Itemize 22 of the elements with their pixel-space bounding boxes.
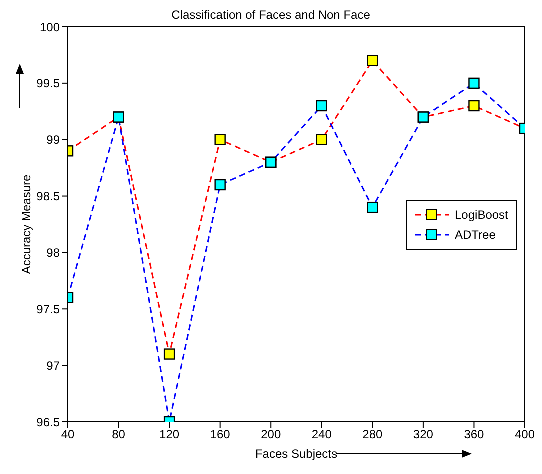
- y-tick-label: 99.5: [36, 76, 60, 91]
- x-tick-label: 80: [112, 428, 126, 442]
- x-tick-label: 240: [312, 428, 332, 442]
- x-tick-label: 40: [61, 428, 75, 442]
- y-tick-label: 98.5: [36, 190, 60, 204]
- x-axis-title: Faces Subjects: [255, 447, 338, 461]
- y-tick-label: 97: [46, 358, 60, 373]
- y-tick-label: 97.5: [36, 302, 60, 316]
- chart-title: Classification of Faces and Non Face: [170, 8, 372, 22]
- y-tick-label: 100: [40, 20, 60, 34]
- x-tick-label: 360: [464, 428, 485, 442]
- x-tick-label: 160: [210, 428, 231, 442]
- y-tick-label: 98: [46, 246, 60, 260]
- x-tick-label: 200: [261, 428, 282, 442]
- x-tick-label: 120: [160, 428, 180, 442]
- legend-label: LogiBoost: [455, 208, 508, 222]
- y-tick-label: 99: [46, 133, 60, 148]
- x-tick-label: 320: [413, 428, 434, 442]
- y-axis-title: Accuracy Measure: [19, 174, 34, 274]
- legend-label: ADTree: [455, 228, 496, 242]
- y-tick-label: 96.5: [36, 415, 60, 430]
- x-tick-label: 280: [362, 428, 383, 442]
